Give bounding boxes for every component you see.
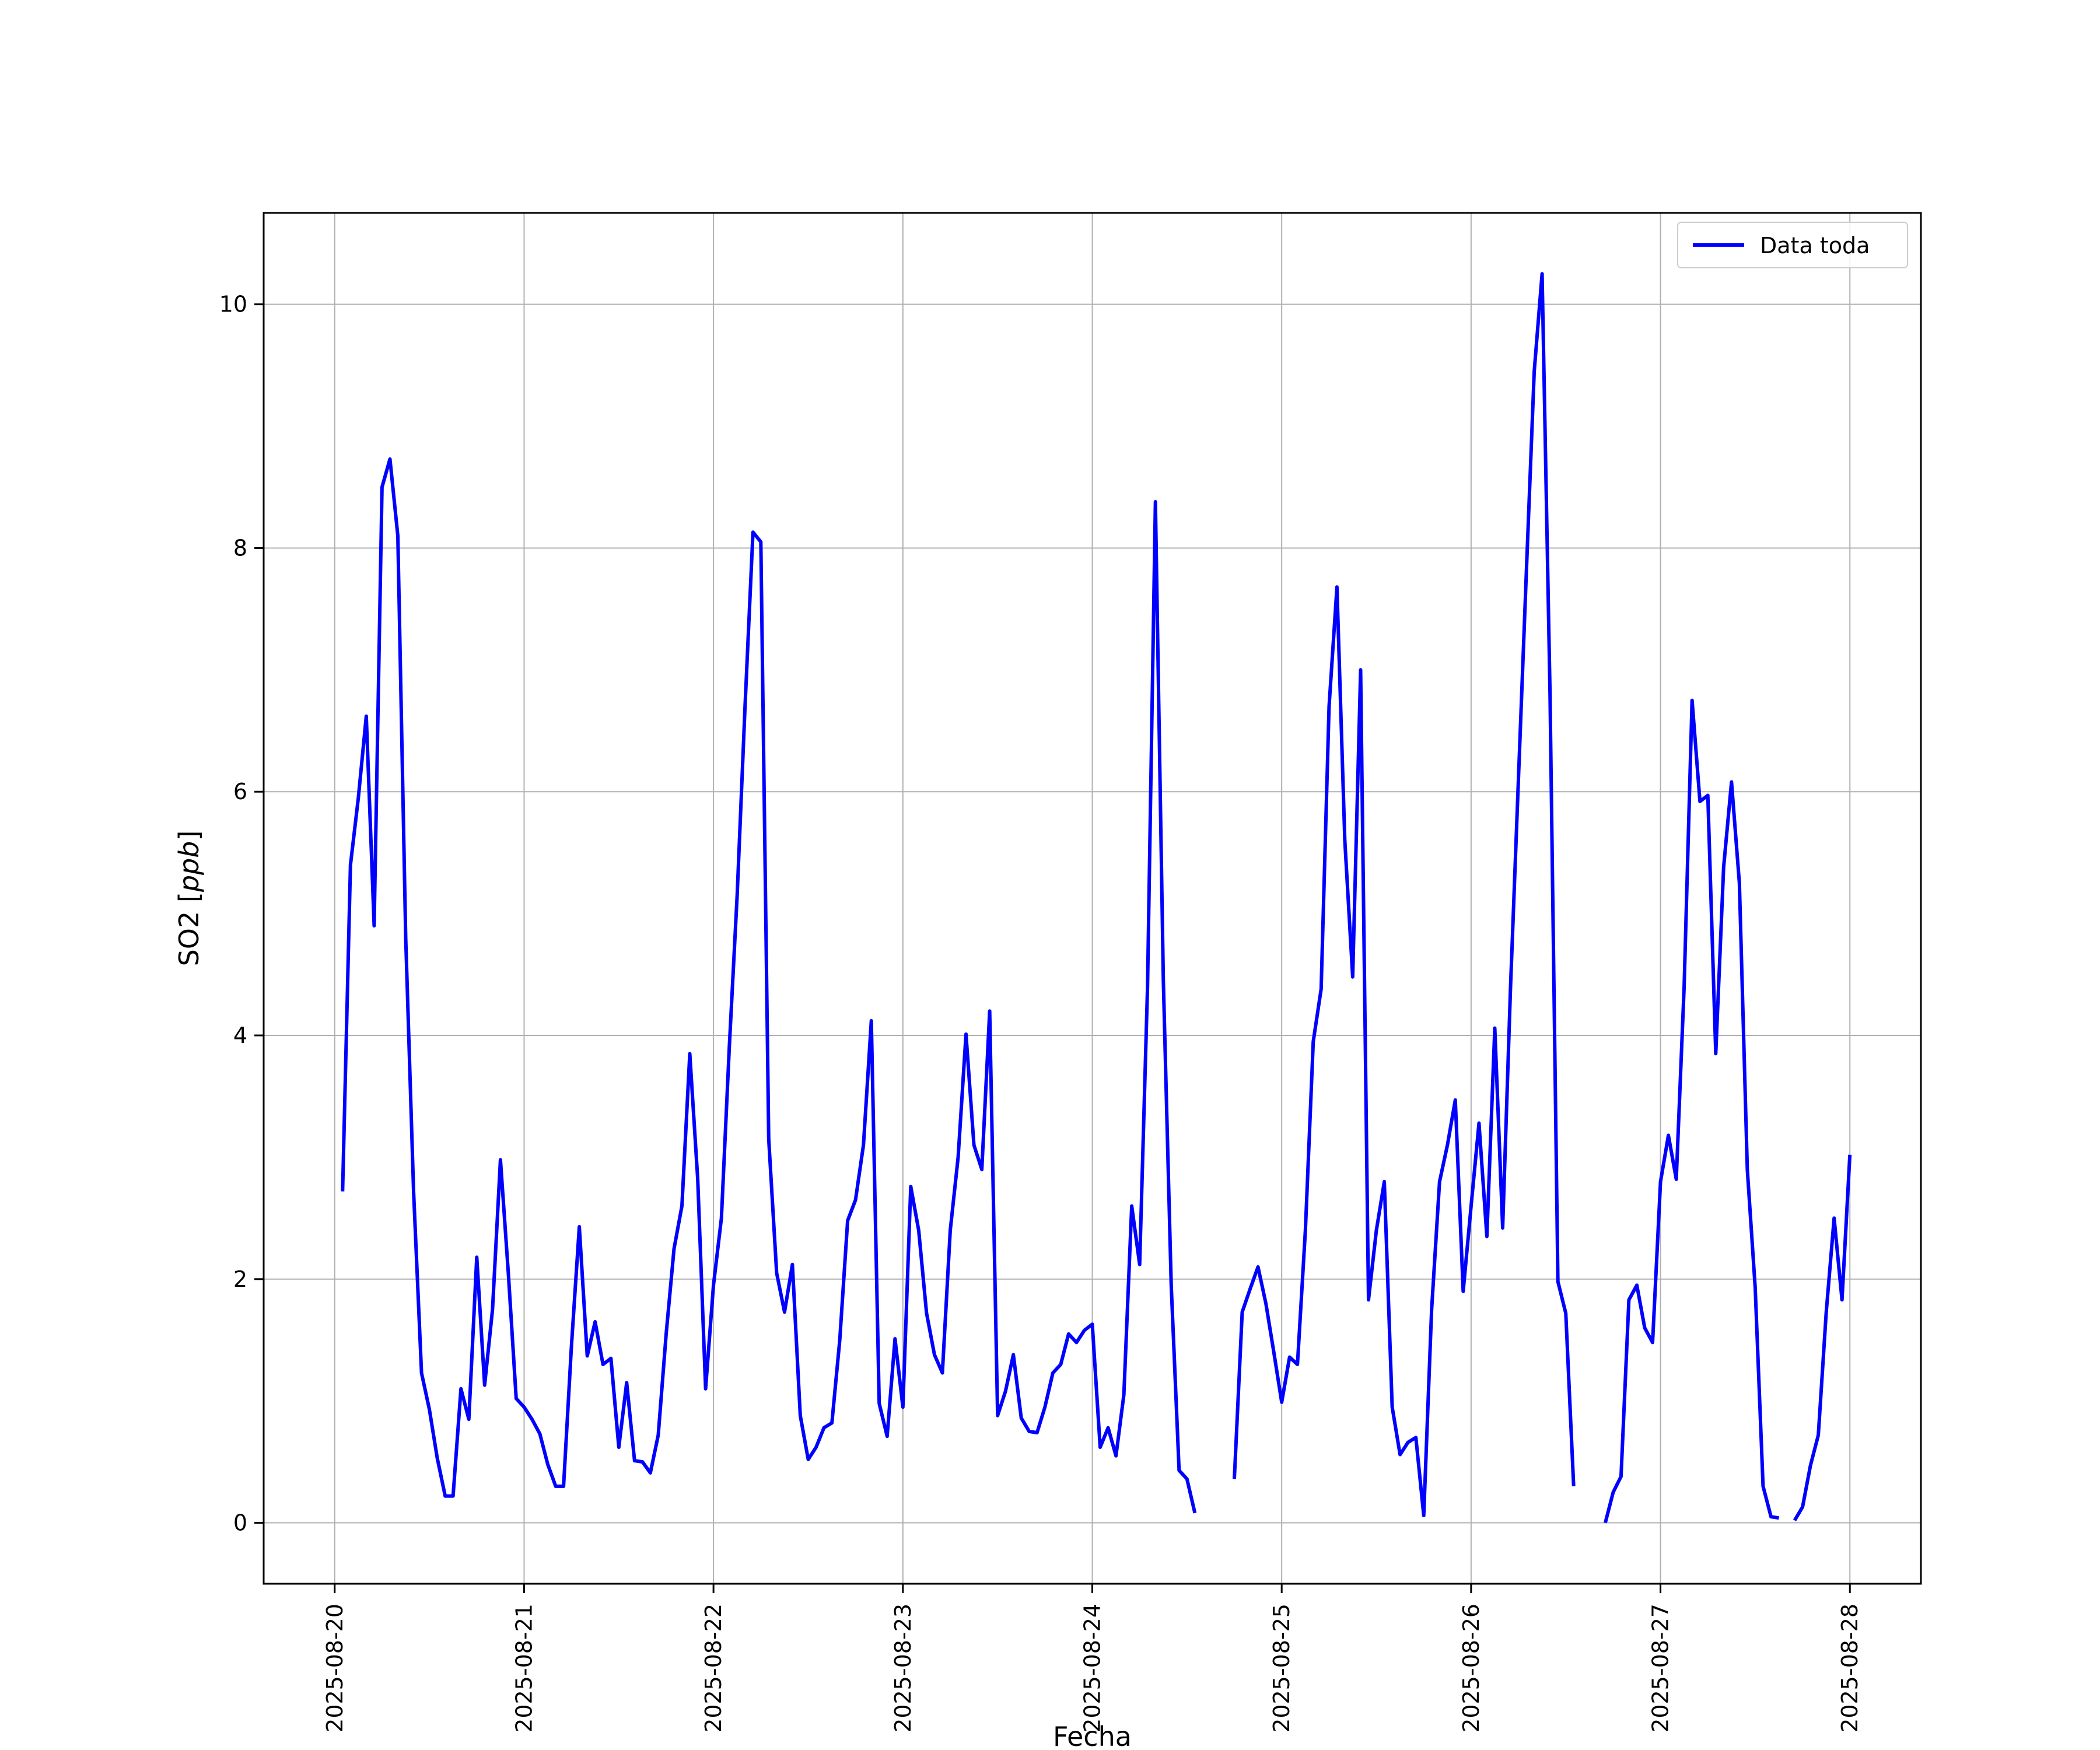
x-tick-label-3: 2025-08-23 (890, 1604, 916, 1732)
y-axis-title-unit: ppb (173, 841, 205, 893)
x-tick-label-1: 2025-08-21 (511, 1604, 537, 1732)
y-tick-label-3: 6 (233, 779, 247, 804)
y-tick-label-0: 0 (233, 1510, 247, 1536)
x-tick-label-8: 2025-08-28 (1837, 1604, 1863, 1732)
x-tick-label-4: 2025-08-24 (1080, 1604, 1105, 1732)
y-tick-label-2: 4 (233, 1023, 247, 1048)
y-axis-title-text: SO2 [ (173, 892, 205, 966)
x-tick-label-7: 2025-08-27 (1648, 1604, 1674, 1732)
y-axis-title: SO2 [ppb] (173, 831, 205, 967)
series-line-segment-0-1 (1233, 272, 1576, 1517)
legend-box (1677, 222, 1908, 268)
x-axis-title: Fecha (1053, 1721, 1132, 1750)
series-lines (341, 272, 1852, 1524)
y-tick-label-5: 10 (219, 292, 247, 317)
x-axis-ticks: 2025-08-20 2025-08-21 2025-08-22 2025-08-23… (322, 1584, 1863, 1732)
y-axis-title-close: ] (173, 831, 205, 841)
series-line-segment-0-2 (1603, 698, 1779, 1524)
grid-lines (264, 213, 1921, 1584)
series-line-segment-0-0 (341, 457, 1197, 1514)
y-tick-label-1: 2 (233, 1266, 247, 1292)
legend-label: Data toda (1760, 233, 1870, 258)
x-tick-label-0: 2025-08-20 (322, 1604, 348, 1732)
x-tick-label-6: 2025-08-26 (1458, 1604, 1484, 1732)
y-axis-ticks: 0 2 4 6 8 10 (219, 292, 264, 1536)
y-tick-label-4: 8 (233, 535, 247, 561)
x-tick-label-2: 2025-08-22 (701, 1604, 726, 1732)
legend: Data toda (1677, 222, 1908, 268)
series-line-segment-0-3 (1793, 1154, 1852, 1521)
x-tick-label-5: 2025-08-25 (1269, 1604, 1294, 1732)
